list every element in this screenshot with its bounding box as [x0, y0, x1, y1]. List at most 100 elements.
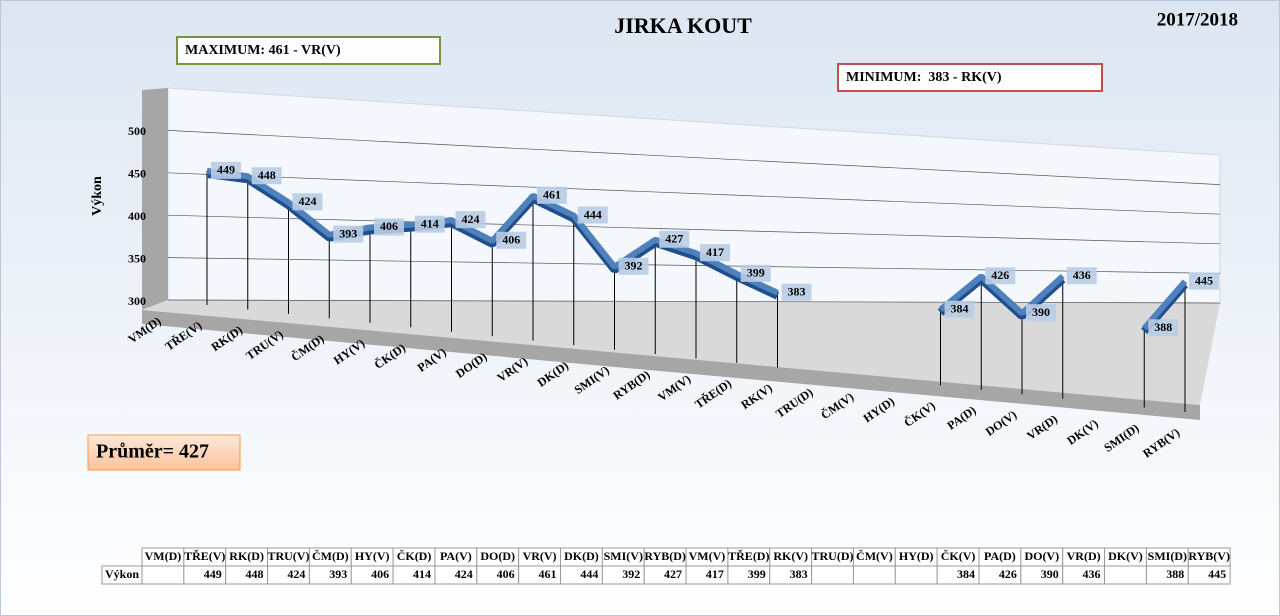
data-label-box [740, 264, 771, 282]
table-header: TRU(D) [812, 549, 854, 563]
table-header: TŘE(V) [184, 549, 225, 563]
data-label: 414 [421, 216, 439, 230]
table-header: TRU(V) [267, 549, 309, 563]
table-value: 444 [580, 567, 598, 581]
data-label: 424 [299, 194, 317, 208]
table-value: 383 [790, 567, 808, 581]
min-annotation: MINIMUM: 383 - RK(V) [846, 70, 1002, 85]
data-label-box [1189, 272, 1219, 290]
data-label-box [618, 257, 649, 275]
grid-line [167, 172, 1221, 215]
data-label-box [985, 267, 1016, 285]
data-label-box [537, 186, 567, 204]
data-label-box [700, 244, 730, 262]
table-value: 445 [1208, 567, 1226, 581]
data-label-box [292, 193, 323, 211]
data-label: 399 [747, 266, 765, 280]
table-header: RYB(D) [644, 549, 686, 563]
data-label-box [496, 231, 527, 249]
table-value: 424 [455, 567, 473, 581]
data-label-box [455, 211, 486, 229]
side-wall [142, 88, 168, 310]
table-row-label: Výkon [105, 567, 139, 581]
min-box [837, 63, 1103, 92]
floor-edge [142, 310, 1200, 420]
table-header: VR(V) [523, 549, 557, 563]
table-value: 448 [246, 567, 264, 581]
grid-line [167, 130, 1221, 185]
table-header: RYB(V) [1188, 549, 1230, 563]
data-label: 461 [543, 188, 561, 202]
data-label-box [659, 230, 690, 248]
y-tick-label: 350 [128, 251, 146, 265]
avg-annotation: Průměr= 427 [96, 441, 209, 463]
data-label: 406 [502, 233, 520, 247]
table-header: VM(D) [145, 549, 182, 563]
max-annotation: MAXIMUM: 461 - VR(V) [185, 43, 341, 58]
table-value: 390 [1041, 567, 1059, 581]
table-value: 392 [622, 567, 640, 581]
table-header: RK(D) [229, 549, 264, 563]
data-label-box [1066, 267, 1097, 285]
table-cell [894, 565, 938, 585]
table-header: HY(D) [899, 549, 934, 563]
table-header: SMI(V) [604, 549, 643, 563]
table-cell [811, 565, 854, 585]
table-header: ČK(V) [941, 549, 976, 563]
table-header: TŘE(D) [728, 549, 769, 563]
chart-title: JIRKA KOUT [614, 13, 752, 38]
data-label: 449 [217, 163, 235, 177]
data-label: 388 [1154, 320, 1172, 334]
table-header: RK(V) [773, 549, 808, 563]
data-label: 390 [1032, 305, 1050, 319]
data-label: 448 [258, 168, 276, 182]
table-value: 436 [1083, 567, 1101, 581]
data-label-box [333, 225, 364, 243]
data-label: 417 [706, 245, 724, 259]
table-value: 427 [664, 567, 682, 581]
table-header: DK(D) [564, 549, 599, 563]
table-value: 417 [706, 567, 724, 581]
data-label: 424 [462, 212, 480, 226]
grid-line [167, 214, 1221, 245]
floor [142, 300, 1220, 405]
table-cell [852, 565, 896, 585]
table-value: 388 [1166, 567, 1184, 581]
y-tick-label: 400 [128, 209, 146, 223]
data-label-box [1148, 319, 1179, 337]
y-tick-label: 450 [128, 167, 146, 181]
table-header: DO(D) [480, 549, 515, 563]
table-value: 384 [957, 567, 975, 581]
table-value: 399 [748, 567, 766, 581]
avg-box [87, 434, 241, 471]
table-cell [1187, 565, 1231, 585]
data-label-box [944, 300, 975, 318]
table-value: 393 [329, 567, 347, 581]
data-label: 426 [991, 268, 1009, 282]
grid-line [167, 299, 1221, 304]
data-label-box [577, 206, 608, 224]
y-axis-label: Výkon [90, 176, 105, 216]
data-label: 393 [339, 226, 357, 240]
data-label-box [1026, 304, 1056, 322]
table-value: 426 [999, 567, 1017, 581]
table-value: 424 [287, 567, 305, 581]
data-label: 445 [1195, 273, 1213, 287]
data-label: 384 [951, 301, 969, 315]
table-header: ČM(D) [312, 549, 349, 563]
y-tick-label: 300 [128, 294, 146, 308]
table-cell [1104, 565, 1147, 585]
data-label: 444 [584, 207, 602, 221]
table-value: 449 [204, 567, 222, 581]
grid-line [167, 257, 1221, 274]
table-header: ČK(D) [397, 549, 432, 563]
data-label-box [251, 167, 282, 185]
table-header: SMI(D) [1148, 549, 1187, 563]
table-value: 414 [413, 567, 431, 581]
y-tick-label: 500 [128, 124, 146, 138]
data-label: 427 [665, 231, 683, 245]
table-header: PA(D) [984, 549, 1016, 563]
table-header: VM(V) [689, 549, 726, 563]
table-value: 461 [539, 567, 557, 581]
data-label: 392 [625, 259, 643, 273]
